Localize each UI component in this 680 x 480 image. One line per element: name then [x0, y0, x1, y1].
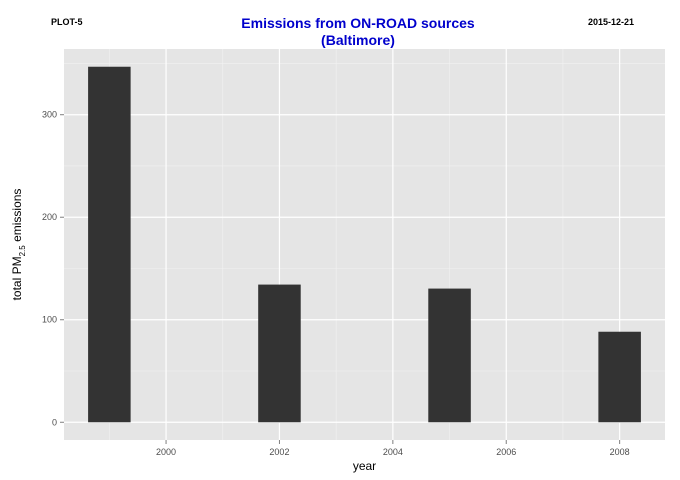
bar-2002	[258, 284, 301, 423]
major-gridlines	[64, 49, 665, 440]
y-tick-label: 300	[42, 110, 57, 120]
x-tick-label: 2002	[269, 447, 289, 457]
x-tick-label: 2006	[496, 447, 516, 457]
y-axis-title-suffix: emissions	[10, 189, 24, 246]
bars	[88, 66, 641, 423]
bar-2008	[598, 331, 641, 423]
y-axis-title: total PM2.5 emissions	[10, 189, 27, 301]
x-tick-label: 2000	[156, 447, 176, 457]
y-tick-label: 200	[42, 212, 57, 222]
date-label: 2015-12-21	[588, 17, 635, 27]
y-axis-title-main: total PM	[10, 256, 24, 300]
y-axis-ticks: 0 100 200 300	[42, 110, 64, 427]
plot-panel	[64, 49, 665, 440]
x-axis-title: year	[353, 459, 376, 473]
chart-title-line-2: (Baltimore)	[321, 32, 395, 48]
plot-id-label: PLOT-5	[51, 17, 83, 27]
y-tick-label: 100	[42, 315, 57, 325]
chart-title-line-1: Emissions from ON-ROAD sources	[241, 15, 475, 31]
x-axis-ticks: 2000 2002 2004 2006 2008	[156, 440, 630, 457]
bar-2005	[428, 288, 471, 423]
x-tick-label: 2008	[610, 447, 630, 457]
x-tick-label: 2004	[383, 447, 403, 457]
y-tick-label: 0	[52, 417, 57, 427]
bar-1999	[88, 66, 131, 423]
y-axis-title-subscript: 2.5	[18, 245, 27, 257]
